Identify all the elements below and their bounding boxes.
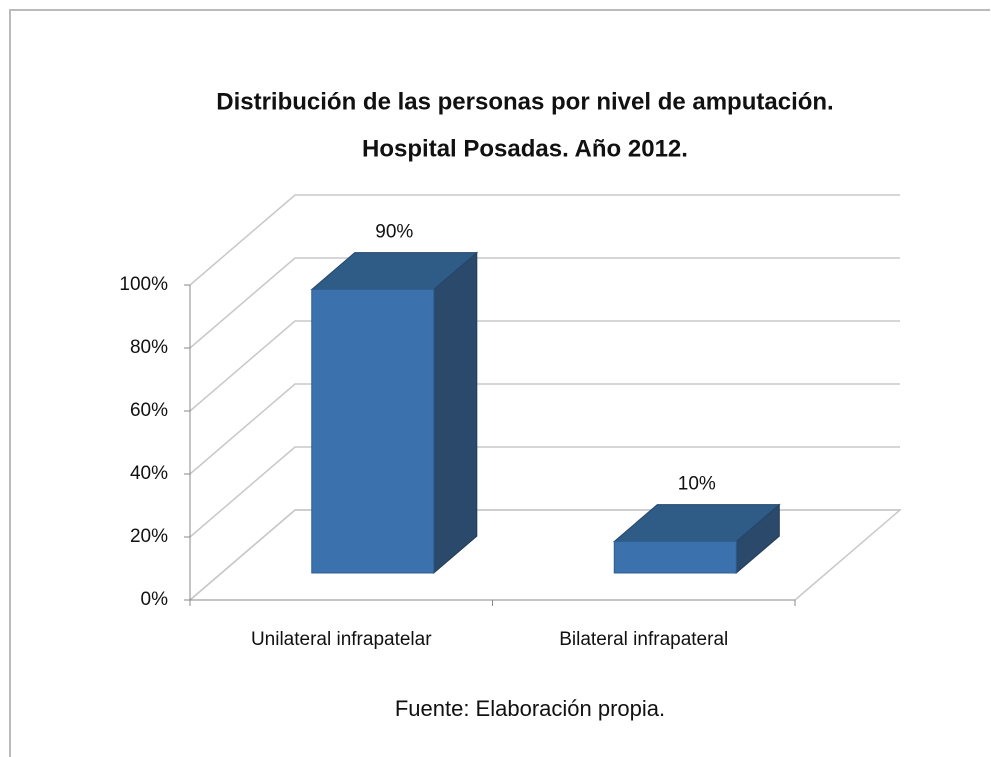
- chart-subtitle: Hospital Posadas. Año 2012.: [362, 135, 688, 162]
- y-tick-label: 60%: [130, 400, 168, 421]
- data-label: 90%: [375, 222, 413, 243]
- source-note: Fuente: Elaboración propia.: [395, 696, 665, 721]
- y-tick-label: 40%: [130, 463, 168, 484]
- y-tick-label: 0%: [141, 589, 169, 610]
- chart-title: Distribución de las personas por nivel d…: [216, 88, 833, 115]
- grid-line: [189, 320, 900, 412]
- grid-line: [189, 257, 900, 349]
- y-tick-label: 20%: [130, 526, 168, 547]
- bar: [311, 289, 435, 574]
- y-tick-label: 100%: [119, 274, 168, 295]
- bar-side: [433, 251, 478, 575]
- data-label: 10%: [678, 474, 716, 495]
- bar: [613, 541, 737, 574]
- grid-line: [189, 194, 900, 286]
- grid-line: [189, 446, 900, 538]
- frame: [9, 9, 990, 757]
- x-tick-label: Unilateral infrapatelar: [251, 629, 432, 650]
- grid-line: [189, 383, 900, 475]
- x-tick-label: Bilateral infrapateral: [559, 629, 728, 650]
- y-tick-label: 80%: [130, 337, 168, 358]
